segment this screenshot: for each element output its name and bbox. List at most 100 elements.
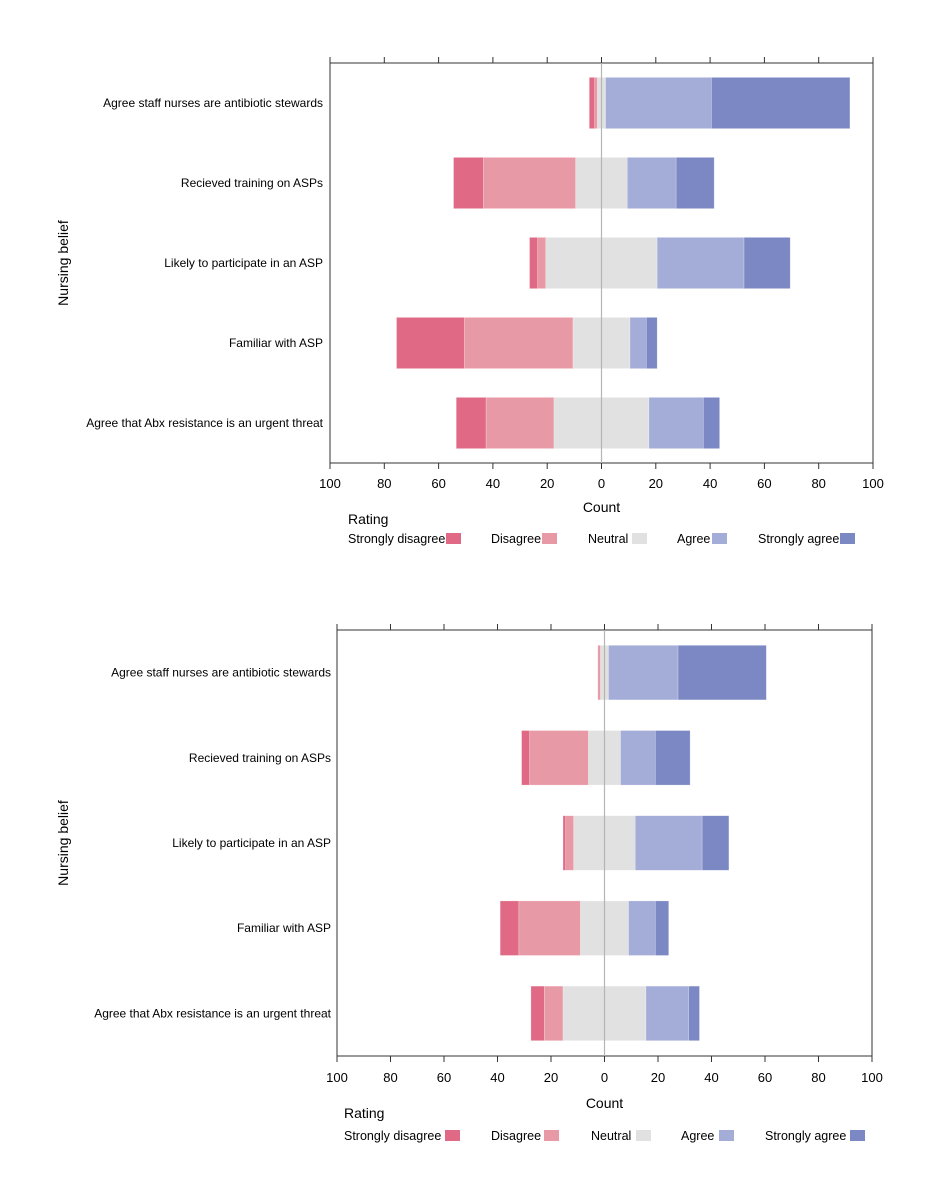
x-tick-label: 100 (319, 476, 341, 491)
legend: Rating Strongly disagree Disagree Neutral Ag… (348, 511, 855, 546)
bar-segment-disagree (544, 985, 564, 1041)
bar-segment-disagree (565, 815, 575, 871)
category-label: Agree staff nurses are antibiotic stewar… (103, 96, 323, 110)
bar-segment-strongly-disagree (521, 730, 530, 786)
bar-segment-strongly-disagree (453, 157, 484, 209)
bar-segment-strongly-agree (688, 985, 700, 1041)
legend-swatch (632, 533, 647, 544)
x-tick-label: 20 (540, 476, 554, 491)
legend-swatch (840, 533, 855, 544)
bar-segment-agree (648, 397, 704, 449)
legend-swatch (542, 533, 557, 544)
bar-segment-agree (626, 157, 677, 209)
bar-segment-strongly-disagree (530, 985, 545, 1041)
x-axis-title: Count (586, 1095, 623, 1111)
bar-segment-strongly-agree (675, 157, 715, 209)
category-label: Agree that Abx resistance is an urgent t… (86, 416, 323, 430)
category-label: Recieved training on ASPs (181, 176, 323, 190)
bar-segment-agree (628, 900, 656, 956)
legend-label: Neutral (591, 1129, 631, 1143)
x-tick-label: 40 (704, 1070, 718, 1085)
legend-swatch (446, 533, 461, 544)
legend-label: Disagree (491, 1129, 541, 1143)
bar-segment-strongly-agree (711, 77, 851, 129)
legend-swatch (445, 1130, 460, 1141)
x-tick-label: 20 (544, 1070, 558, 1085)
bar-segment-strongly-agree (655, 730, 691, 786)
y-axis-title: Nursing belief (55, 220, 71, 306)
category-label: Familiar with ASP (237, 921, 331, 935)
bar-segment-strongly-agree (701, 815, 730, 871)
bar-segment-disagree (594, 77, 598, 129)
x-tick-label: 100 (862, 476, 884, 491)
y-axis-title: Nursing belief (55, 800, 71, 886)
bar-segment-strongly-disagree (499, 900, 520, 956)
x-tick-label: 100 (861, 1070, 883, 1085)
legend-label: Strongly agree (765, 1129, 846, 1143)
x-tick-label: 60 (437, 1070, 451, 1085)
legend-swatch (636, 1130, 651, 1141)
category-label: Recieved training on ASPs (189, 751, 331, 765)
bar-segment-agree (620, 730, 656, 786)
bar-segment-strongly-agree (743, 237, 791, 289)
x-tick-label: 80 (811, 1070, 825, 1085)
bar-segment-strongly-disagree (562, 815, 567, 871)
legend-label: Neutral (588, 532, 628, 546)
legend-label: Disagree (491, 532, 541, 546)
bar-segment-strongly-disagree (588, 77, 596, 129)
legend-swatch (544, 1130, 559, 1141)
legend-label: Agree (681, 1129, 714, 1143)
x-tick-label: 60 (758, 1070, 772, 1085)
bar-segment-disagree (537, 237, 547, 289)
bar-segment-strongly-agree (655, 900, 670, 956)
bar-segment-agree (629, 317, 647, 369)
x-tick-label: 100 (326, 1070, 348, 1085)
chart-panel-1: 100 80 60 40 20 0 20 40 60 80 100 Agree staff nurse… (55, 57, 884, 546)
bar-segment-disagree (518, 900, 581, 956)
legend-label: Strongly disagree (348, 532, 445, 546)
legend-label: Strongly agree (758, 532, 839, 546)
x-tick-label: 80 (811, 476, 825, 491)
bar-segment-strongly-disagree (529, 237, 538, 289)
x-tick-label: 40 (490, 1070, 504, 1085)
x-tick-label: 0 (601, 1070, 608, 1085)
legend-title: Rating (344, 1105, 384, 1121)
legend-swatch (712, 533, 727, 544)
bar-segment-strongly-agree (677, 645, 767, 701)
x-tick-label: 80 (377, 476, 391, 491)
x-tick-label: 60 (431, 476, 445, 491)
x-tick-label: 20 (649, 476, 663, 491)
bar-segment-agree (645, 985, 690, 1041)
bar-segment-agree (608, 645, 679, 701)
bar-segment-strongly-disagree (396, 317, 465, 369)
category-label: Likely to participate in an ASP (172, 836, 331, 850)
legend-label: Agree (677, 532, 710, 546)
category-label: Likely to participate in an ASP (164, 256, 323, 270)
bar-segment-disagree (464, 317, 574, 369)
bar-segment-strongly-disagree (455, 397, 487, 449)
category-label: Agree staff nurses are antibiotic stewar… (111, 666, 331, 680)
legend-label: Strongly disagree (344, 1129, 441, 1143)
category-label: Agree that Abx resistance is an urgent t… (94, 1006, 331, 1020)
x-axis-title: Count (583, 499, 620, 515)
bar-segment-agree (656, 237, 745, 289)
bar-segment-disagree (483, 157, 577, 209)
bar-segment-disagree (529, 730, 589, 786)
legend-title: Rating (348, 511, 388, 527)
bar-segment-strongly-agree (703, 397, 720, 449)
bar-segment-disagree (597, 645, 601, 701)
bar-segment-agree (605, 77, 712, 129)
legend-swatch (850, 1130, 865, 1141)
x-tick-label: 40 (703, 476, 717, 491)
x-tick-label: 20 (651, 1070, 665, 1085)
x-tick-label: 40 (486, 476, 500, 491)
bar-segment-disagree (485, 397, 555, 449)
legend: Rating Strongly disagree Disagree Neutral Ag… (344, 1105, 865, 1143)
chart-panel-2: 100 80 60 40 20 0 20 40 60 80 100 Agree staff nurse… (55, 624, 883, 1143)
bar-segment-strongly-agree (645, 317, 658, 369)
x-tick-label: 60 (757, 476, 771, 491)
category-label: Familiar with ASP (229, 336, 323, 350)
bar-segment-agree (634, 815, 703, 871)
x-tick-label: 80 (383, 1070, 397, 1085)
